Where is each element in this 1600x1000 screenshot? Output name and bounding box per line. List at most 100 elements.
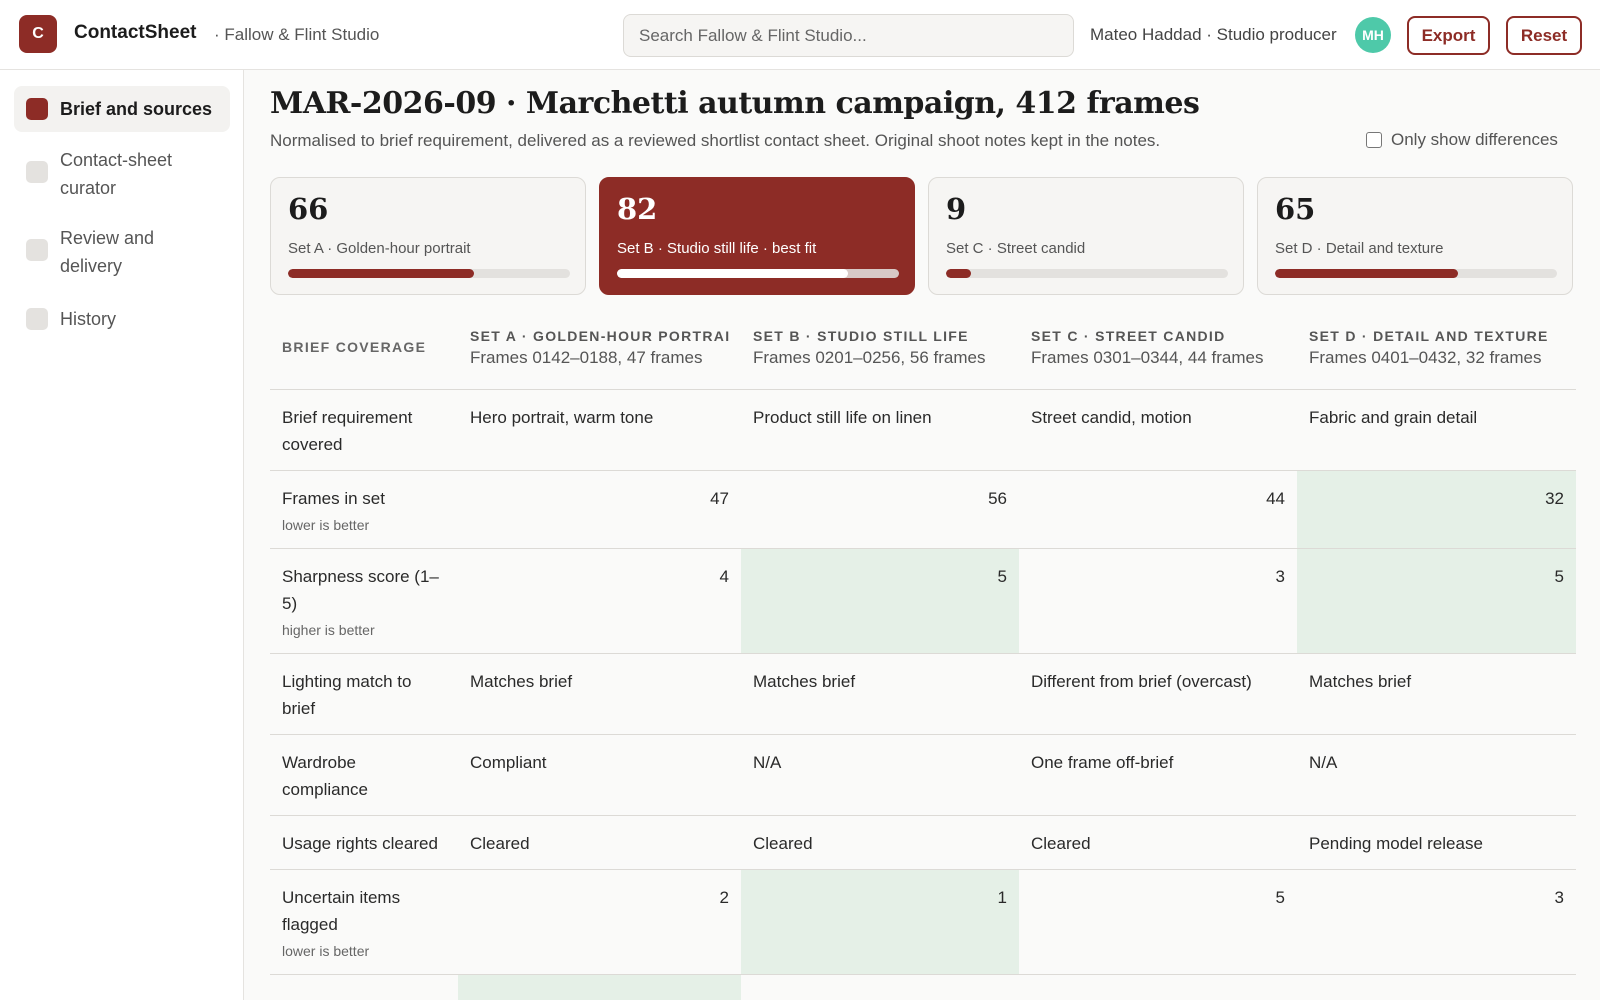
- score-label: Set D · Detail and texture: [1275, 240, 1444, 257]
- table-cell: Hero portrait, warm tone: [470, 407, 654, 427]
- table-cell: Fabric and grain detail: [1309, 407, 1478, 427]
- app-name: ContactSheet: [74, 22, 197, 43]
- score-bar-fill: [288, 269, 475, 278]
- app-logo[interactable]: C: [19, 15, 57, 53]
- table-cell: [458, 974, 741, 1000]
- table-row: Brief requirement covered Hero portrait,…: [270, 389, 1576, 470]
- table-cell: 3: [1275, 566, 1285, 586]
- table-cell: 4: [719, 566, 729, 586]
- score-card-set-b[interactable]: 82 Set B · Studio still life · best fit: [599, 177, 915, 295]
- score-value: 66: [288, 192, 329, 226]
- sidebar-item-label: Brief and sources: [60, 99, 213, 119]
- table-cell: [741, 974, 1019, 1000]
- org-name: · Fallow & Flint Studio: [214, 25, 380, 44]
- column-header: SET D · DETAIL AND TEXTURE Frames 0401–04…: [1297, 307, 1576, 390]
- row-header: Uncertain items flagged lower is better: [270, 869, 458, 974]
- row-note: lower is better: [282, 516, 370, 533]
- search-input[interactable]: [623, 14, 1074, 57]
- set-name: SET D · DETAIL AND TEXTURE: [1309, 327, 1549, 344]
- score-card-set-c[interactable]: 9 Set C · Street candid: [928, 177, 1244, 295]
- table-row: [270, 974, 1576, 1000]
- table-row: Usage rights cleared Cleared Cleared Cle…: [270, 815, 1576, 869]
- row-note: lower is better: [282, 942, 370, 959]
- set-frames: Frames 0142–0188, 47 frames: [470, 347, 703, 367]
- table-cell: [1019, 974, 1297, 1000]
- export-button[interactable]: Export: [1407, 16, 1490, 55]
- reset-button[interactable]: Reset: [1506, 16, 1582, 55]
- row-label: Usage rights cleared: [282, 833, 438, 853]
- score-bar: [288, 269, 570, 278]
- table-cell: Matches brief: [470, 671, 573, 691]
- table-cell: N/A: [1309, 752, 1338, 772]
- table-cell: 5: [741, 548, 1019, 653]
- step-check-icon: [26, 239, 48, 261]
- column-header-corner: BRIEF COVERAGE: [270, 307, 458, 390]
- score-bar: [946, 269, 1228, 278]
- row-label: Wardrobe compliance: [282, 752, 368, 799]
- table-cell: N/A: [753, 752, 782, 772]
- row-header: Lighting match to brief: [270, 653, 458, 734]
- score-value: 82: [617, 192, 658, 226]
- column-header: SET B · STUDIO STILL LIFE Frames 0201–025…: [741, 307, 1019, 390]
- table-cell: Street candid, motion: [1031, 407, 1192, 427]
- set-name: SET A · GOLDEN-HOUR PORTRAIT: [470, 327, 729, 344]
- row-label: Sharpness score (1–5): [282, 566, 439, 613]
- row-label: Lighting match to brief: [282, 671, 412, 718]
- top-bar: C ContactSheet · Fallow & Flint Studio M…: [0, 0, 1600, 70]
- table-cell: 44: [1266, 488, 1285, 508]
- sidebar-item-label: Review and delivery: [60, 228, 155, 276]
- checkbox-icon[interactable]: [1366, 132, 1382, 148]
- sidebar-item-brief-and-sources[interactable]: Brief and sources: [14, 86, 230, 132]
- user-name: Mateo Haddad · Studio producer: [1090, 25, 1337, 44]
- table-cell: Different from brief (overcast): [1031, 671, 1252, 691]
- main-content: MAR-2026-09 · Marchetti autumn campaign,…: [244, 70, 1600, 1000]
- sidebar-item-label: History: [60, 309, 117, 329]
- table-cell: Pending model release: [1309, 833, 1483, 853]
- table-cell: 2: [719, 887, 729, 907]
- score-value: 9: [946, 192, 967, 226]
- row-header: Wardrobe compliance: [270, 734, 458, 815]
- sidebar-item-review-and-delivery[interactable]: Review and delivery: [14, 223, 230, 281]
- step-check-icon: [26, 308, 48, 330]
- table-cell: 3: [1554, 887, 1564, 907]
- sidebar-item-history[interactable]: History: [14, 300, 230, 338]
- set-name: SET B · STUDIO STILL LIFE: [753, 327, 969, 344]
- set-name: SET C · STREET CANDID: [1031, 327, 1226, 344]
- brief-coverage-label: BRIEF COVERAGE: [282, 338, 427, 355]
- score-bar: [1275, 269, 1557, 278]
- page-title: MAR-2026-09 · Marchetti autumn campaign,…: [270, 86, 1200, 121]
- table-header-row: BRIEF COVERAGE SET A · GOLDEN-HOUR PORTR…: [270, 307, 1576, 390]
- table-row: Sharpness score (1–5) higher is better 4 …: [270, 548, 1576, 653]
- table-cell: 1: [741, 869, 1019, 974]
- score-bar-fill: [946, 269, 972, 278]
- score-bar-fill: [617, 269, 849, 278]
- row-label: Frames in set: [282, 488, 385, 508]
- score-card-set-a[interactable]: 66 Set A · Golden-hour portrait: [270, 177, 586, 295]
- score-card-set-d[interactable]: 65 Set D · Detail and texture: [1257, 177, 1573, 295]
- score-label: Set A · Golden-hour portrait: [288, 240, 471, 257]
- sidebar-item-contact-sheet-curator[interactable]: Contact-sheet curator: [14, 145, 230, 203]
- table-cell: Matches brief: [753, 671, 856, 691]
- avatar[interactable]: MH: [1355, 17, 1391, 53]
- only-show-differences-toggle[interactable]: Only show differences: [1366, 130, 1558, 150]
- set-frames: Frames 0201–0256, 56 frames: [753, 347, 986, 367]
- page-subtitle: Normalised to brief requirement, deliver…: [270, 131, 1161, 150]
- table-cell: Cleared: [470, 833, 530, 853]
- row-header: Usage rights cleared: [270, 815, 458, 869]
- comparison-table: BRIEF COVERAGE SET A · GOLDEN-HOUR PORTR…: [270, 307, 1576, 1000]
- score-bar: [617, 269, 899, 278]
- table-cell: Cleared: [1031, 833, 1091, 853]
- score-label: Set B · Studio still life · best fit: [617, 240, 817, 257]
- sidebar-item-label: Contact-sheet curator: [60, 150, 173, 198]
- table-cell: Product still life on linen: [753, 407, 932, 427]
- row-label: Uncertain items flagged: [282, 887, 401, 934]
- table-row: Lighting match to brief Matches brief Ma…: [270, 653, 1576, 734]
- score-bar-fill: [1275, 269, 1459, 278]
- step-check-icon: [26, 161, 48, 183]
- score-label: Set C · Street candid: [946, 240, 1086, 257]
- table-cell: 5: [1275, 887, 1285, 907]
- row-label: Brief requirement covered: [282, 407, 413, 454]
- table-cell: [1297, 974, 1576, 1000]
- table-cell: 56: [988, 488, 1007, 508]
- row-header: Frames in set lower is better: [270, 470, 458, 548]
